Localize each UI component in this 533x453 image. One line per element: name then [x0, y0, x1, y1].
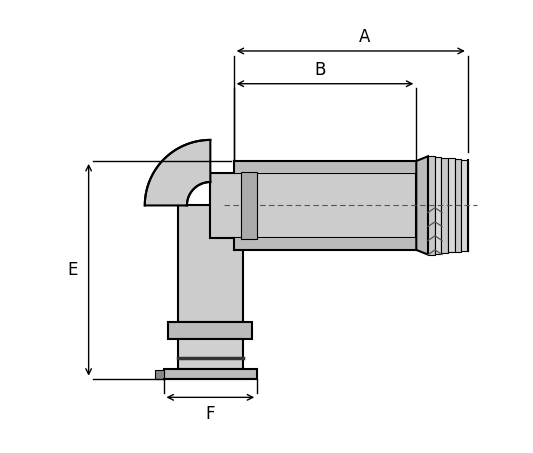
Polygon shape	[164, 369, 257, 379]
Text: F: F	[206, 405, 215, 423]
Polygon shape	[434, 157, 441, 254]
Polygon shape	[234, 238, 416, 250]
Polygon shape	[428, 156, 434, 255]
Polygon shape	[241, 172, 257, 239]
Polygon shape	[441, 158, 448, 253]
Text: E: E	[67, 261, 77, 279]
Polygon shape	[211, 173, 416, 238]
Polygon shape	[416, 156, 428, 255]
Polygon shape	[448, 159, 455, 252]
Polygon shape	[145, 140, 211, 206]
Polygon shape	[168, 323, 253, 339]
Polygon shape	[177, 339, 243, 369]
Text: B: B	[314, 61, 326, 79]
Text: A: A	[359, 28, 370, 46]
Bar	[155, 370, 164, 379]
Polygon shape	[234, 161, 416, 173]
Polygon shape	[461, 160, 468, 251]
Polygon shape	[455, 159, 461, 252]
Polygon shape	[177, 206, 243, 323]
